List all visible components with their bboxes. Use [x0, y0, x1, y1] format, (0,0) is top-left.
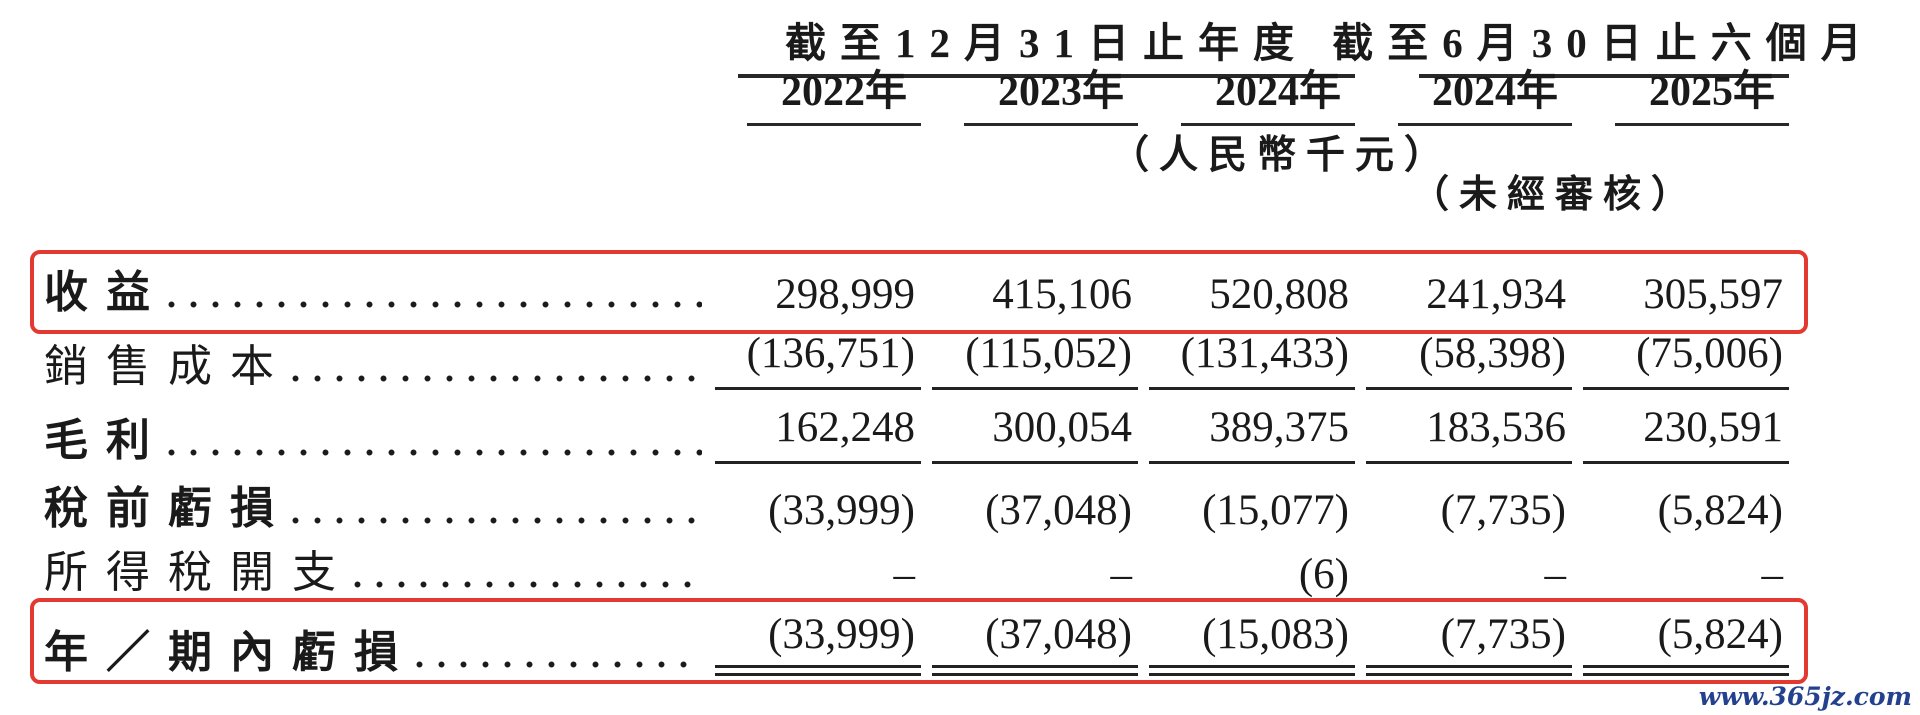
dot-leader [292, 375, 702, 382]
value-cell: (75,006) [1572, 330, 1789, 404]
double-rule [1583, 665, 1789, 676]
value-cell: (6) [1298, 551, 1349, 598]
double-rule [1366, 665, 1572, 676]
column-group-interim: 截至6月30日止六個月 [1332, 22, 1862, 78]
single-rule [932, 387, 1138, 390]
column-header-rule [747, 123, 921, 126]
column-header-2025-interim: 2025年 [1572, 71, 1789, 126]
value-cell: (15,083) [1138, 610, 1355, 690]
value-cell: (37,048) [921, 610, 1138, 690]
value-cell: (7,735) [1355, 610, 1572, 690]
value-cell: – [1544, 551, 1567, 598]
value-cell: – [1761, 551, 1784, 598]
row-label-gross-profit: 毛利 [40, 404, 704, 478]
value-cell: (33,999) [768, 487, 915, 534]
dot-leader [416, 661, 702, 668]
value-cell: (136,751) [704, 330, 921, 404]
value-cell: (7,735) [1440, 487, 1566, 534]
column-header-2024-interim: 2024年 [1355, 71, 1572, 126]
value-cell: 183,536 [1355, 404, 1572, 478]
column-header-2024: 2024年 [1138, 71, 1355, 126]
column-group-annual-label: 截至12月31日止年度 [785, 20, 1308, 66]
value-cell: (115,052) [921, 330, 1138, 404]
dot-leader [168, 449, 702, 456]
value-cell: (5,824) [1657, 487, 1783, 534]
single-rule [1583, 461, 1789, 464]
row-label-revenue: 收益 [40, 222, 704, 330]
unit-note: （人民幣千元） [1109, 134, 1453, 177]
value-cell: (131,433) [1138, 330, 1355, 404]
single-rule [1583, 387, 1789, 390]
value-cell: 298,999 [775, 271, 915, 318]
column-header-rule [964, 123, 1138, 126]
value-cell: (58,398) [1355, 330, 1572, 404]
dot-leader [292, 517, 702, 524]
double-rule [715, 665, 921, 676]
single-rule [1366, 461, 1572, 464]
dot-leader [168, 301, 702, 308]
column-header-2022: 2022年 [704, 71, 921, 126]
single-rule [715, 387, 921, 390]
value-cell: 520,808 [1209, 271, 1349, 318]
value-cell: (33,999) [704, 610, 921, 690]
value-cell: (5,824) [1572, 610, 1789, 690]
dot-leader [354, 581, 702, 588]
financial-summary-table: 截至12月31日止年度 截至6月30日止六個月 2022年 2023年 2024… [40, 22, 1862, 690]
row-label-cost-of-sales: 銷售成本 [40, 330, 704, 404]
column-group-interim-label: 截至6月30日止六個月 [1332, 20, 1876, 66]
row-label-income-tax-expense: 所得稅開支 [40, 546, 704, 610]
value-cell: 162,248 [704, 404, 921, 478]
value-cell: (37,048) [985, 487, 1132, 534]
value-cell: (15,077) [1202, 487, 1349, 534]
value-cell: 415,106 [992, 271, 1132, 318]
value-cell: 230,591 [1572, 404, 1789, 478]
single-rule [932, 461, 1138, 464]
row-label-loss-for-period: 年／期內虧損 [40, 610, 704, 690]
single-rule [715, 461, 921, 464]
value-cell: – [1110, 551, 1133, 598]
column-header-rule [1615, 123, 1789, 126]
column-header-rule [1398, 123, 1572, 126]
column-group-annual: 截至12月31日止年度 [738, 22, 1355, 78]
double-rule [932, 665, 1138, 676]
row-label-loss-before-tax: 稅前虧損 [40, 478, 704, 546]
watermark-url: www.365jz.com [1698, 682, 1912, 711]
single-rule [1366, 387, 1572, 390]
value-cell: 241,934 [1426, 271, 1566, 318]
unaudited-note: （未經審核） [1411, 174, 1700, 216]
column-header-2023: 2023年 [921, 71, 1138, 126]
value-cell: 300,054 [921, 404, 1138, 478]
column-header-rule [1181, 123, 1355, 126]
single-rule [1149, 387, 1355, 390]
double-rule [1149, 665, 1355, 676]
value-cell: 305,597 [1643, 271, 1783, 318]
value-cell: – [893, 551, 916, 598]
single-rule [1149, 461, 1355, 464]
value-cell: 389,375 [1138, 404, 1355, 478]
